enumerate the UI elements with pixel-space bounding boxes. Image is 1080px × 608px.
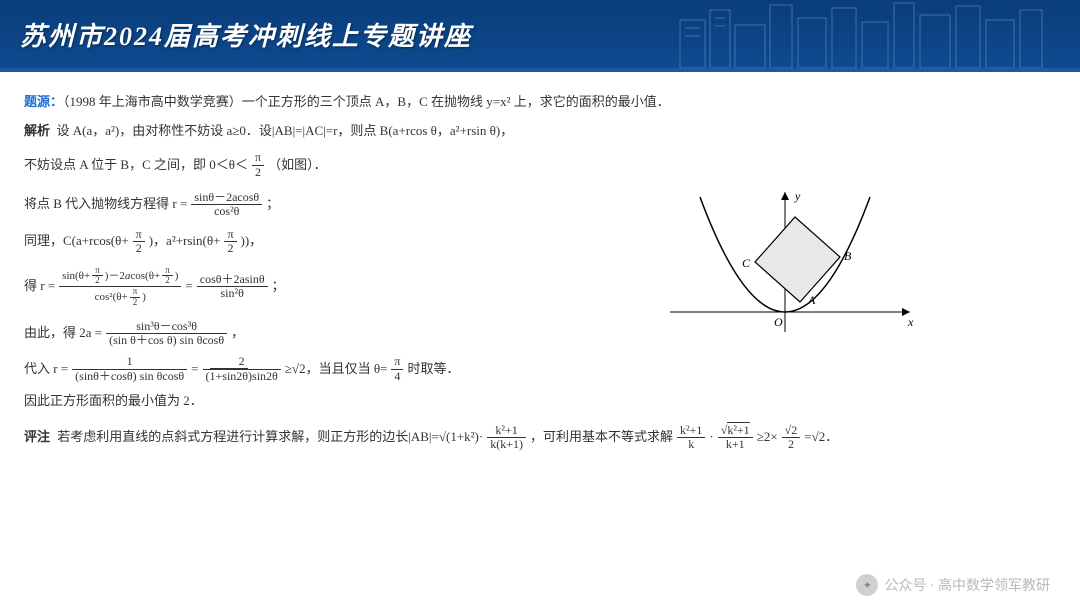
frac-2a: sin³θ－cos³θ(sin θ＋cos θ) sin θcosθ [106,320,227,347]
parabola-diagram: y x O A B C [630,182,930,342]
wechat-icon: ✦ [856,574,878,596]
remark-line: 评注 若考虑利用直线的点斜式方程进行计算求解，则正方形的边长|AB|=√(1+k… [24,424,1056,451]
source-text: （1998 年上海市高中数学竞赛）一个正方形的三个顶点 A，B，C 在抛物线 y… [63,94,670,109]
frac-r3a: 1(sinθ＋cosθ) sin θcosθ [72,355,187,382]
slide-title: 苏州市2024届高考冲刺线上专题讲座 [20,16,472,53]
frac-r2a: sin(θ+π2)－2acos(θ+π2) cos²(θ+π2) [59,266,181,309]
problem-source: 题源：（1998 年上海市高中数学竞赛）一个正方形的三个顶点 A，B，C 在抛物… [24,90,1056,115]
watermark: ✦ 公众号 · 高中数学领军教研 [856,574,1050,596]
point-a-label: A [807,293,816,307]
analysis-line-2: 不妨设点 A 位于 B，C 之间，即 0＜θ＜ π2 （如图）． [24,151,1056,178]
frac-k2: √k²+1k+1 [718,424,753,451]
origin-label: O [774,315,783,329]
axis-y-label: y [794,189,801,203]
source-label: 题源： [24,94,63,109]
analysis-line-1: 解析 设 A(a，a²)，由对称性不妨设 a≥0．设|AB|=|AC|=r，则点… [24,119,1056,144]
slide-header: 苏州市2024届高考冲刺线上专题讲座 [0,0,1080,72]
frac-k1: k²+1k [677,424,705,451]
remark-label: 评注 [24,425,50,450]
equation-r3: 代入 r = 1(sinθ＋cosθ) sin θcosθ = 2(1+sin2… [24,355,1056,382]
slide-content: 题源：（1998 年上海市高中数学竞赛）一个正方形的三个顶点 A，B，C 在抛物… [0,72,1080,465]
frac-sqrt2-2: √22 [782,424,801,451]
axis-x-label: x [907,315,914,329]
frac-r3b: 2(1+sin2θ)sin2θ [203,355,281,382]
analysis-label: 解析 [24,123,50,138]
point-b-label: B [844,249,852,263]
frac-r2b: cosθ＋2asinθsin²θ [197,273,268,300]
watermark-text: 公众号 · 高中数学领军教研 [884,575,1050,595]
frac-pi-over-4: π4 [391,355,403,382]
point-c-label: C [742,256,751,270]
analysis-text: 设 A(a，a²)，由对称性不妨设 a≥0．设|AB|=|AC|=r，则点 B(… [57,123,514,138]
conclusion: 因此正方形面积的最小值为 2． [24,389,1056,414]
skyline-decoration [670,0,1070,68]
frac-ab: k²+1k(k+1) [487,424,526,451]
frac-pi-over-2: π2 [252,151,264,178]
frac-r1: sinθ－2acosθcos²θ [191,191,262,218]
